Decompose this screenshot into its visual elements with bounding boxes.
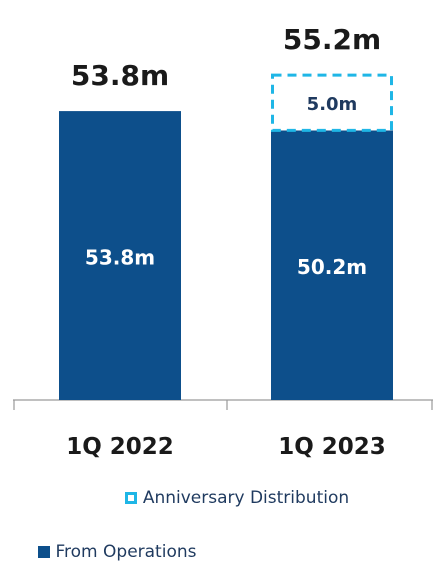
stacked-bar-chart: 53.8m 53.8m 1Q 2022 50.2m 5.0m 55.2m 1Q 2023 [13,23,433,460]
total-label-2: 55.2m [283,23,381,56]
legend-label-from-operations: From Operations [55,542,197,562]
legend-swatch-from-operations [37,546,50,558]
legend-item-from-operations: From Operations [0,542,334,562]
data-label-from-operations-1: 53.8m [85,246,155,270]
bar-from-operations-2 [271,130,393,400]
category-label-1: 1Q 2022 [66,434,174,460]
legend-item-anniversary-distribution: Anniversary Distribution [20,488,434,508]
data-label-from-operations-2: 50.2m [297,255,367,279]
bar-anniversary-distribution-2 [271,73,393,132]
total-label-1: 53.8m [71,59,169,92]
category-label-2: 1Q 2023 [278,434,386,460]
bar-from-operations-1 [59,111,181,401]
data-label-anniversary-distribution-2: 5.0m [307,94,358,115]
legend-swatch-anniversary-distribution [124,492,137,504]
legend-label-anniversary-distribution: Anniversary Distribution [142,488,350,508]
